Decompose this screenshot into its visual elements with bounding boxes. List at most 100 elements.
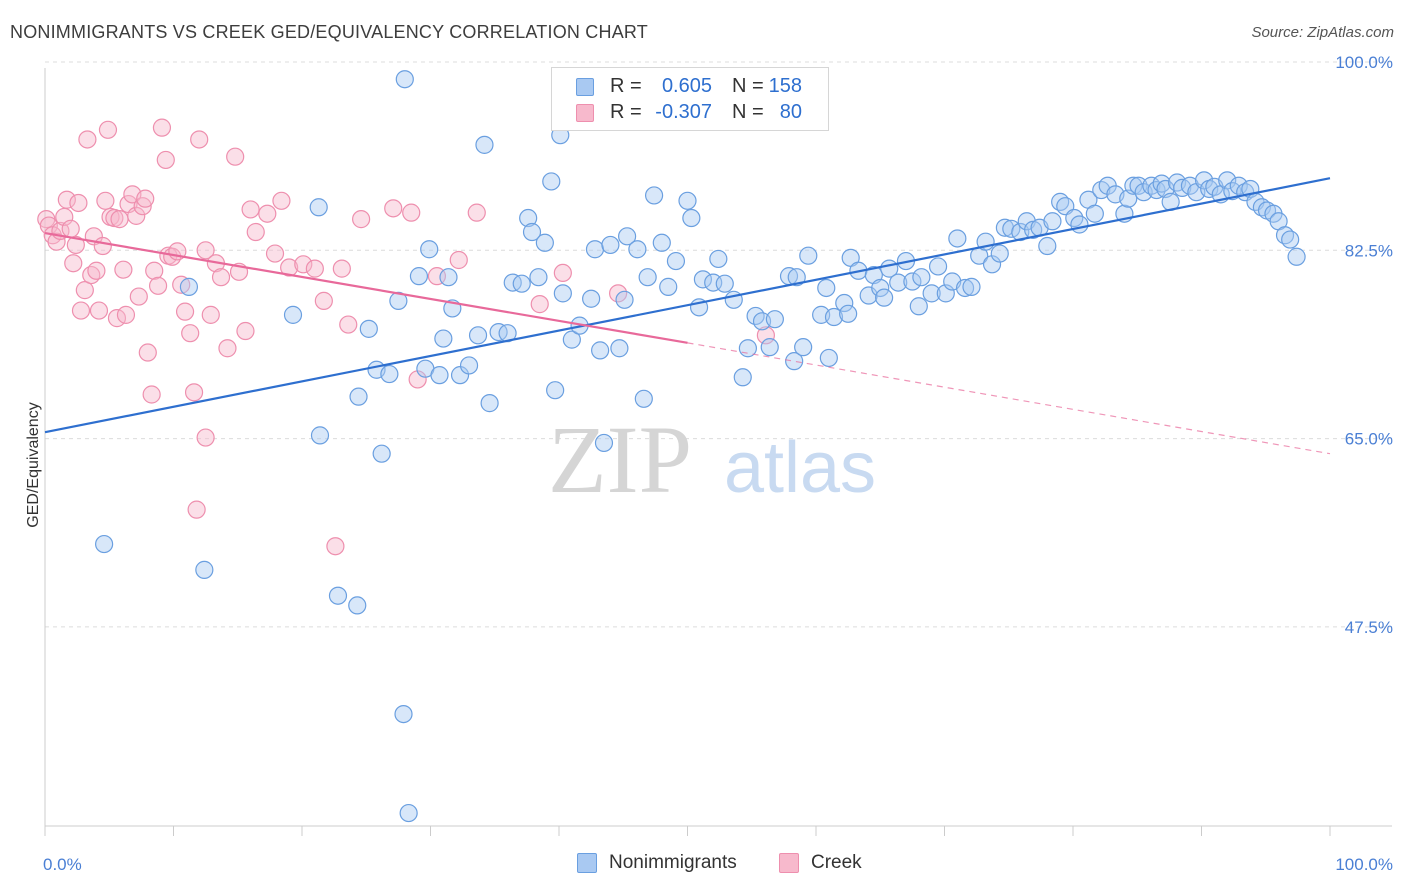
nonimmigrants-point-35 [529, 268, 548, 287]
creek-point-32 [136, 189, 155, 208]
creek-point-56 [246, 222, 265, 242]
creek-point-30 [129, 287, 148, 306]
nonimmigrants-point-140 [1218, 171, 1237, 190]
nonimmigrants-point-100 [962, 277, 981, 296]
nonimmigrants-point-73 [785, 352, 804, 371]
nonimmigrants-point-41 [562, 330, 581, 349]
creek-point-46 [190, 130, 209, 149]
creek-point-24 [110, 210, 129, 229]
creek-point-10 [69, 193, 88, 213]
nonimmigrants-point-63 [709, 249, 728, 269]
r-value: 0.605 [661, 75, 712, 97]
nonimmigrants-point-21 [434, 329, 453, 348]
creek-point-59 [272, 191, 291, 210]
n-label: N = [732, 101, 764, 123]
creek-point-47 [196, 241, 215, 260]
y-tick-label-2: 65.0% [1345, 430, 1393, 449]
nonimmigrants-point-98 [948, 229, 967, 248]
nonimmigrants-point-43 [582, 289, 601, 308]
stats-legend: R = 0.605 N = 158 R = -0.307 N = 80 [551, 67, 829, 131]
nonimmigrants-point-116 [1070, 215, 1089, 234]
creek-point-74 [530, 295, 549, 314]
creek-point-3 [47, 232, 66, 251]
nonimmigrants-trend-line [44, 177, 1331, 434]
nonimmigrants-point-36 [535, 233, 554, 252]
y-tick-label-0: 100.0% [1335, 53, 1393, 72]
n-value: 158 [768, 75, 802, 97]
nonimmigrants-point-111 [1038, 236, 1057, 256]
creek-point-25 [114, 260, 133, 279]
nonimmigrants-point-52 [634, 389, 653, 408]
nonimmigrants-point-1 [179, 277, 199, 296]
nonimmigrants-point-57 [666, 251, 686, 271]
nonimmigrants-point-0 [95, 534, 114, 554]
creek-point-63 [314, 291, 333, 310]
creek-point-67 [352, 210, 371, 229]
legend-item-nonimmigrants: Nonimmigrants [577, 850, 767, 878]
nonimmigrants-point-8 [349, 387, 368, 406]
nonimmigrants-point-16 [399, 803, 418, 823]
watermark-zip: ZIP [548, 406, 692, 513]
nonimmigrants-point-50 [618, 227, 637, 246]
creek-point-75 [553, 263, 572, 283]
chart-title: NONIMMIGRANTS VS CREEK GED/EQUIVALENCY C… [10, 22, 648, 42]
legend-label-nonimmigrants: Nonimmigrants [609, 852, 737, 873]
nonimmigrants-point-33 [519, 208, 538, 228]
nonimmigrants-point-61 [693, 270, 713, 289]
creek-point-44 [181, 324, 200, 343]
tick-labels: 100.0% 82.5% 65.0% 47.5% 0.0% 100.0% [43, 53, 1393, 874]
nonimmigrants-point-12 [380, 364, 399, 384]
nonimmigrants-point-6 [328, 586, 348, 605]
nonimmigrants-point-17 [409, 267, 429, 286]
creek-trend-extension [687, 342, 1331, 455]
creek-point-52 [226, 147, 245, 166]
nonimmigrants-point-46 [594, 433, 614, 453]
n-label: N = [732, 75, 764, 97]
nonimmigrants-point-54 [644, 186, 664, 205]
r-label: R = [610, 101, 642, 123]
nonimmigrants-point-3 [283, 305, 303, 324]
nonimmigrants-point-11 [372, 444, 391, 463]
nonimmigrants-point-40 [553, 284, 572, 303]
nonimmigrants-point-9 [359, 319, 378, 338]
grid-lines [45, 61, 1392, 628]
nonimmigrants-point-14 [394, 704, 413, 724]
creek-point-78 [196, 428, 215, 447]
nonimmigrants-point-136 [1194, 171, 1214, 190]
nonimmigrants-point-7 [348, 596, 367, 615]
r-label: R = [610, 75, 642, 97]
nonimmigrants-point-34 [522, 222, 542, 242]
creek-point-54 [236, 321, 255, 341]
creek-point-77 [756, 326, 775, 345]
nonimmigrants-point-38 [546, 381, 565, 400]
nonimmigrants-point-87 [875, 288, 894, 307]
nonimmigrants-point-70 [760, 338, 779, 357]
y-tick-label-3: 47.5% [1345, 618, 1393, 637]
nonimmigrants-point-95 [928, 257, 948, 276]
creek-point-37 [152, 118, 172, 137]
nonimmigrants-point-152 [1287, 247, 1306, 266]
nonimmigrants-point-22 [439, 268, 458, 287]
creek-trend-line [44, 232, 688, 344]
axes [44, 68, 1392, 836]
nonimmigrants-point-48 [610, 339, 629, 358]
nonimmigrants-point-153 [819, 348, 838, 368]
creek-point-35 [145, 261, 164, 280]
nonimmigrants-point-94 [922, 284, 941, 303]
n-value: 80 [779, 101, 802, 123]
chart-source: Source: ZipAtlas.com [1251, 24, 1394, 41]
nonimmigrants-point-79 [824, 307, 844, 327]
creek-point-68 [384, 199, 403, 218]
watermark-atlas: atlas [724, 428, 876, 508]
legend-swatch-creek [779, 853, 799, 873]
creek-point-57 [258, 204, 277, 223]
nonimmigrants-point-151 [1281, 230, 1300, 249]
creek-point-7 [61, 219, 80, 238]
nonimmigrants-point-49 [615, 290, 634, 309]
nonimmigrants-point-124 [1124, 176, 1143, 195]
nonimmigrants-point-19 [420, 240, 439, 259]
nonimmigrants-point-104 [990, 244, 1009, 263]
creek-point-65 [332, 259, 351, 278]
creek-point-6 [57, 190, 76, 209]
